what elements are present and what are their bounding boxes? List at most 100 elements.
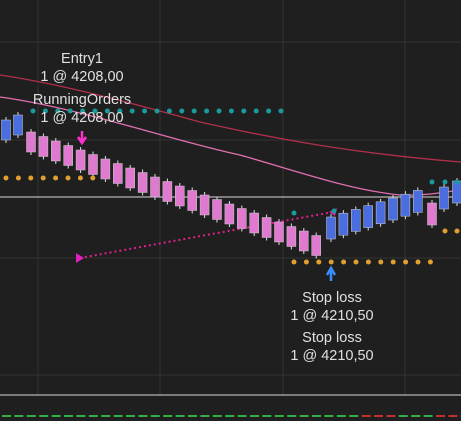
candle: [88, 154, 98, 175]
indicator-dot: [67, 108, 73, 114]
indicator-dot: [303, 259, 309, 265]
order-label: Stop loss: [302, 290, 362, 306]
indicator-dots: [3, 108, 460, 265]
indicator-dot: [378, 259, 384, 265]
candle: [427, 202, 437, 226]
candle: [400, 193, 411, 217]
indicator-dot: [403, 259, 409, 265]
candle: [439, 186, 449, 210]
indicator-dot: [204, 108, 210, 114]
candle: [150, 176, 160, 198]
indicator-dot: [154, 108, 160, 114]
indicator-dot: [228, 108, 234, 114]
indicator-dot: [429, 179, 435, 185]
indicator-dot: [216, 108, 222, 114]
indicator-dot: [365, 259, 371, 265]
candle: [51, 140, 61, 162]
indicator-dot: [28, 175, 34, 181]
indicator-dot: [90, 175, 96, 181]
candle: [26, 131, 36, 153]
candle: [363, 205, 373, 228]
candle: [338, 212, 349, 236]
indicator-dot: [42, 108, 48, 114]
indicator-dot: [291, 210, 297, 216]
indicator-dot: [278, 108, 284, 114]
candle: [351, 209, 361, 232]
candle: [249, 212, 259, 234]
candle: [1, 119, 11, 141]
candle: [187, 190, 197, 211]
indicator-dot: [77, 175, 83, 181]
indicator-dot: [179, 108, 185, 114]
indicator-dot: [104, 108, 110, 114]
indicator-dot: [331, 208, 337, 214]
indicator-dot: [92, 108, 98, 114]
indicator-dot: [353, 259, 359, 265]
candle: [237, 208, 247, 229]
indicator-dot: [266, 108, 272, 114]
candle: [63, 145, 73, 166]
stop-arrow: [325, 265, 337, 281]
indicator-dot: [415, 259, 421, 265]
order-label: RunningOrders: [33, 92, 131, 108]
indicator-dot: [65, 175, 71, 181]
indicator-dot: [40, 175, 46, 181]
indicator-dot: [3, 175, 9, 181]
candle: [113, 163, 123, 184]
trade-marker: [76, 253, 84, 263]
indicator-dot: [328, 259, 334, 265]
order-detail: 1 @ 4210,50: [290, 308, 373, 324]
indicator-dot: [241, 108, 247, 114]
candle: [261, 217, 272, 238]
candle: [38, 136, 49, 157]
indicator-dot: [442, 228, 448, 234]
candle: [199, 194, 210, 216]
candle: [326, 216, 336, 240]
candle: [224, 203, 235, 225]
indicator-dot: [454, 179, 460, 185]
candle: [100, 158, 111, 180]
indicator-dot: [166, 108, 172, 114]
indicator-dot: [427, 259, 433, 265]
candle: [413, 190, 423, 213]
candle: [274, 221, 284, 243]
indicator-dot: [129, 108, 135, 114]
moving-average: [0, 74, 461, 163]
candle: [175, 185, 185, 207]
indicator-dot: [117, 108, 123, 114]
indicator-dot: [291, 259, 297, 265]
candle: [311, 235, 321, 256]
candle: [75, 149, 86, 171]
candle: [388, 197, 398, 221]
entry-arrow: [76, 131, 88, 146]
candle: [299, 230, 309, 252]
indicator-dot: [191, 108, 197, 114]
indicator-dot: [442, 179, 448, 185]
order-label: Stop loss: [302, 330, 362, 346]
indicator-dot: [15, 175, 21, 181]
indicator-dot: [30, 108, 36, 114]
candle: [162, 181, 173, 202]
indicator-dot: [53, 175, 59, 181]
candle: [212, 199, 222, 220]
indicator-dot: [316, 259, 322, 265]
indicator-dot: [341, 259, 347, 265]
indicator-dot: [55, 108, 61, 114]
order-detail: 1 @ 4208,00: [40, 110, 123, 126]
indicator-dot: [454, 228, 460, 234]
indicator-dot: [142, 108, 148, 114]
order-detail: 1 @ 4208,00: [40, 69, 123, 85]
candles: [1, 112, 461, 259]
candle: [137, 172, 148, 193]
indicator-dot: [253, 108, 259, 114]
candle: [125, 167, 135, 189]
order-label: Entry1: [61, 51, 103, 67]
indicator-dot: [80, 108, 86, 114]
indicator-dot: [390, 259, 396, 265]
candle: [13, 114, 23, 136]
order-detail: 1 @ 4210,50: [290, 348, 373, 364]
candle: [286, 226, 297, 247]
candle: [375, 201, 386, 225]
